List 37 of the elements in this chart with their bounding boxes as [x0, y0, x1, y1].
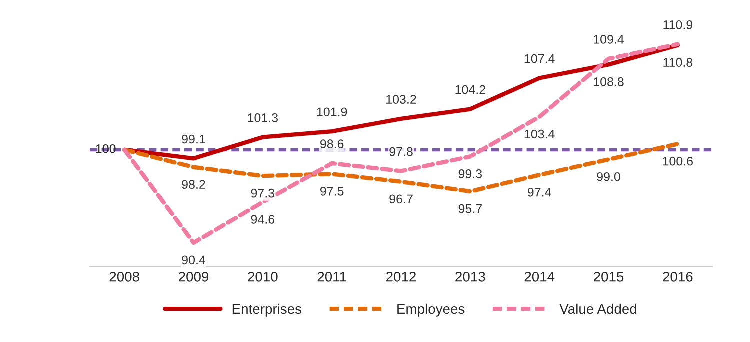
data-label: 97.5 [320, 186, 344, 196]
data-label: 109.4 [594, 35, 624, 44]
data-label: 100 [96, 144, 116, 154]
x-tick-label: 2016 [663, 272, 693, 282]
legend-label: Employees [398, 304, 465, 317]
x-tick-label: 2014 [524, 272, 555, 282]
x-tick-label: 2015 [594, 272, 624, 282]
data-label: 101.9 [317, 108, 348, 117]
x-tick-label: 2009 [179, 272, 209, 282]
x-tick-label: 2013 [456, 272, 486, 282]
data-label: 108.8 [594, 78, 624, 86]
data-label: 98.2 [182, 180, 206, 190]
data-label: 97.8 [390, 147, 413, 156]
x-tick-label: 2012 [386, 272, 416, 282]
data-label: 97.4 [528, 188, 552, 197]
legend-label: Enterprises [232, 304, 302, 317]
data-label: 110.9 [664, 20, 693, 30]
legend-label: Value Added [560, 304, 636, 314]
data-label: 110.8 [664, 58, 693, 67]
data-label: 103.2 [386, 95, 416, 104]
x-tick-label: 2008 [110, 272, 140, 282]
x-tick-label: 2011 [318, 272, 346, 282]
data-label: 94.6 [251, 215, 275, 224]
data-label: 97.3 [251, 188, 275, 198]
x-tick-label: 2010 [248, 272, 278, 282]
data-label: 99.0 [597, 172, 620, 182]
data-label: 99.3 [458, 170, 482, 178]
data-label: 104.2 [456, 85, 486, 94]
data-label: 100.6 [663, 156, 694, 166]
data-label: 101.3 [248, 114, 278, 122]
data-label: 95.7 [458, 204, 482, 214]
data-label: 99.1 [182, 134, 206, 144]
data-label: 98.6 [320, 140, 344, 149]
data-label: 103.4 [524, 130, 555, 139]
data-label: 90.4 [182, 256, 206, 265]
data-label: 96.7 [390, 194, 413, 204]
data-label: 107.4 [524, 54, 555, 64]
